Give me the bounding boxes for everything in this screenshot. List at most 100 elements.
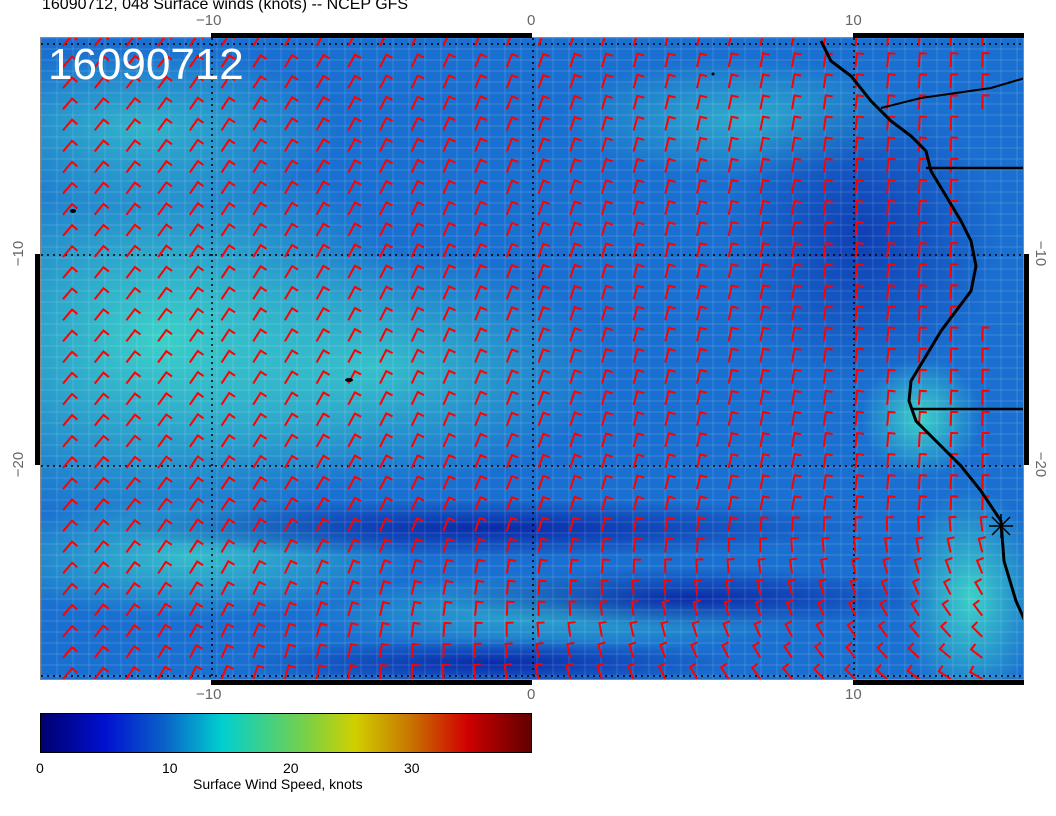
wind-barb-icon — [188, 665, 203, 679]
wind-barb-icon — [981, 326, 990, 342]
lon-tick-bottom: 10 — [845, 686, 862, 703]
wind-barb-icon — [125, 160, 142, 174]
wind-barb-icon — [569, 411, 582, 427]
wind-barb-icon — [442, 411, 456, 427]
wind-barb-icon — [854, 452, 865, 469]
wind-barb-icon — [886, 94, 896, 110]
wind-barb-icon — [727, 221, 739, 237]
wind-barb-icon — [93, 497, 110, 511]
wind-barb-icon — [968, 665, 983, 679]
wind-barb-icon — [410, 663, 420, 679]
wind-barb-icon — [442, 369, 456, 385]
wind-barb-icon — [537, 537, 549, 553]
wind-barb-icon — [93, 476, 110, 490]
wind-barb-icon — [505, 537, 518, 553]
wind-barb-icon — [442, 52, 456, 68]
wind-barb-icon — [632, 221, 645, 237]
wind-barb-icon — [981, 38, 984, 47]
wind-barb-icon — [949, 431, 959, 447]
wind-barb-icon — [883, 536, 893, 553]
wind-barb-icon — [62, 434, 79, 448]
wind-barb-icon — [157, 38, 173, 47]
wind-barb-icon — [505, 432, 519, 448]
wind-barb-icon — [62, 97, 79, 110]
wind-barb-icon — [62, 38, 79, 47]
wind-barb-icon — [252, 159, 268, 174]
wind-barb-icon — [62, 350, 79, 364]
wind-barb-icon — [125, 413, 142, 427]
wind-barb-icon — [93, 118, 110, 132]
wind-barb-icon — [781, 662, 793, 679]
frame-bar — [1024, 254, 1029, 465]
wind-barb-icon — [125, 455, 142, 469]
wind-barb-icon — [819, 557, 829, 574]
wind-barb-icon — [252, 433, 268, 448]
wind-barb-icon — [347, 664, 358, 679]
wind-barb-icon — [442, 38, 449, 47]
wind-barb-icon — [157, 602, 172, 617]
wind-barb-icon — [347, 348, 362, 363]
wind-barb-icon — [410, 285, 425, 300]
wind-barb-icon — [188, 117, 205, 131]
wind-barb-icon — [664, 516, 675, 532]
wind-barb-icon — [315, 53, 331, 68]
wind-barb-icon — [93, 286, 110, 300]
wind-barb-icon — [347, 38, 354, 47]
wind-barb-icon — [410, 137, 425, 152]
wind-barb-icon — [791, 242, 802, 258]
wind-barb-icon — [886, 157, 896, 173]
wind-barb-icon — [660, 620, 669, 638]
wind-barb-icon — [379, 475, 393, 490]
wind-barb-icon — [315, 643, 328, 659]
wind-barb-icon — [949, 368, 959, 384]
wind-barb-icon — [569, 579, 578, 595]
wind-barb-icon — [886, 389, 896, 405]
wind-barb-icon — [600, 73, 614, 89]
wind-barb-icon — [347, 517, 362, 532]
wind-barb-icon — [410, 243, 425, 258]
wind-barb-icon — [62, 308, 79, 321]
wind-barb-icon — [379, 222, 393, 237]
wind-barb-icon — [917, 178, 927, 194]
wind-barb-icon — [632, 242, 645, 258]
wind-barb-icon — [505, 305, 519, 321]
wind-barb-icon — [252, 222, 268, 237]
wind-barb-icon — [917, 73, 927, 89]
wind-barb-icon — [727, 94, 739, 110]
date-stamp: 16090712 — [48, 40, 244, 89]
wind-barb-icon — [537, 348, 551, 363]
wind-barb-icon — [315, 74, 331, 89]
wind-barb-icon — [696, 178, 708, 194]
wind-barb-icon — [664, 38, 669, 47]
wind-barb-icon — [886, 495, 896, 511]
wind-barb-icon — [854, 305, 865, 321]
wind-barb-icon — [599, 600, 608, 616]
wind-barb-icon — [569, 305, 582, 321]
wind-barb-icon — [505, 158, 519, 173]
wind-barb-icon — [125, 518, 141, 532]
wind-barb-icon — [822, 199, 833, 215]
wind-barb-icon — [854, 284, 865, 300]
wind-barb-icon — [315, 664, 327, 679]
wind-barb-icon — [851, 557, 860, 574]
wind-barb-icon — [125, 96, 142, 110]
wind-barb-icon — [347, 264, 362, 279]
wind-barb-icon — [410, 454, 425, 469]
wind-barb-icon — [62, 413, 79, 427]
wind-barb-icon — [696, 389, 708, 405]
wind-barb-icon — [727, 410, 739, 427]
wind-barb-icon — [379, 306, 393, 321]
wind-barb-icon — [505, 200, 519, 216]
wind-barb-icon — [505, 621, 514, 637]
wind-barb-icon — [93, 624, 110, 638]
wind-barb-icon — [93, 329, 110, 343]
wind-barb-icon — [93, 434, 110, 448]
wind-barb-icon — [854, 431, 865, 448]
wind-barb-icon — [759, 389, 771, 405]
wind-barb-icon — [569, 474, 582, 490]
wind-barb-icon — [664, 537, 674, 553]
wind-barb-icon — [442, 179, 456, 195]
wind-barb-icon — [537, 221, 551, 237]
wind-barb-icon — [188, 518, 204, 532]
wind-barb-icon — [822, 305, 833, 321]
